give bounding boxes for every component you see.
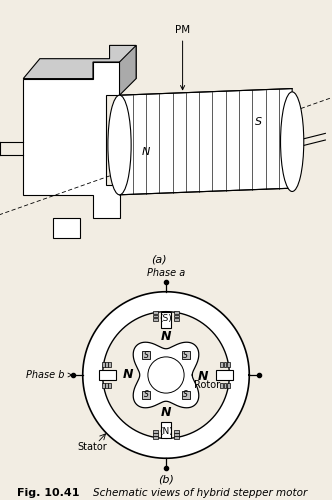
Bar bbox=[174, 312, 179, 314]
Text: Fig. 10.41: Fig. 10.41 bbox=[17, 488, 79, 498]
Text: Schematic views of hybrid stepper motor: Schematic views of hybrid stepper motor bbox=[93, 488, 307, 498]
Polygon shape bbox=[120, 88, 292, 195]
Polygon shape bbox=[120, 46, 136, 95]
Text: Rotor: Rotor bbox=[194, 380, 220, 390]
Polygon shape bbox=[53, 218, 80, 238]
Text: N: N bbox=[142, 146, 150, 156]
Text: Stator: Stator bbox=[77, 442, 107, 452]
Bar bbox=[153, 314, 158, 318]
Bar bbox=[105, 362, 108, 367]
Text: S: S bbox=[255, 117, 263, 127]
Bar bbox=[142, 351, 150, 359]
Bar bbox=[174, 314, 179, 318]
Bar bbox=[109, 362, 111, 367]
Bar bbox=[174, 433, 179, 436]
Bar bbox=[174, 318, 179, 320]
Text: N: N bbox=[123, 368, 133, 382]
Bar bbox=[153, 312, 158, 314]
Bar bbox=[153, 433, 158, 436]
Text: S: S bbox=[144, 350, 149, 360]
Bar bbox=[109, 383, 111, 388]
Circle shape bbox=[148, 357, 184, 393]
Polygon shape bbox=[23, 62, 120, 218]
Bar bbox=[161, 422, 171, 438]
Polygon shape bbox=[83, 292, 249, 458]
Bar bbox=[102, 383, 105, 388]
Text: PM: PM bbox=[175, 26, 190, 90]
Bar bbox=[153, 318, 158, 320]
Bar bbox=[142, 391, 150, 399]
Ellipse shape bbox=[281, 92, 304, 192]
Bar bbox=[174, 436, 179, 439]
Text: N: N bbox=[198, 370, 208, 384]
Bar bbox=[220, 362, 223, 367]
Text: N: N bbox=[161, 330, 171, 344]
Bar bbox=[216, 370, 232, 380]
Text: S: S bbox=[183, 350, 188, 360]
Text: (N): (N) bbox=[159, 426, 173, 436]
Bar bbox=[220, 383, 223, 388]
Text: S: S bbox=[144, 390, 149, 400]
Bar bbox=[161, 312, 171, 328]
Bar bbox=[174, 430, 179, 432]
Text: (a): (a) bbox=[151, 254, 167, 264]
Text: (S): (S) bbox=[160, 314, 172, 324]
Bar bbox=[100, 370, 116, 380]
Text: S: S bbox=[183, 390, 188, 400]
Bar bbox=[227, 383, 230, 388]
Ellipse shape bbox=[108, 95, 131, 195]
Polygon shape bbox=[133, 342, 199, 408]
Bar bbox=[182, 391, 190, 399]
Bar bbox=[223, 383, 226, 388]
Bar bbox=[182, 351, 190, 359]
Bar bbox=[227, 362, 230, 367]
Bar bbox=[153, 436, 158, 439]
Polygon shape bbox=[23, 46, 136, 78]
Bar bbox=[223, 362, 226, 367]
Text: Phase b: Phase b bbox=[26, 370, 72, 380]
Bar bbox=[105, 383, 108, 388]
Bar bbox=[153, 430, 158, 432]
Bar bbox=[102, 362, 105, 367]
Text: Phase a: Phase a bbox=[147, 268, 185, 278]
Text: (b): (b) bbox=[158, 474, 174, 484]
Text: N: N bbox=[161, 406, 171, 418]
